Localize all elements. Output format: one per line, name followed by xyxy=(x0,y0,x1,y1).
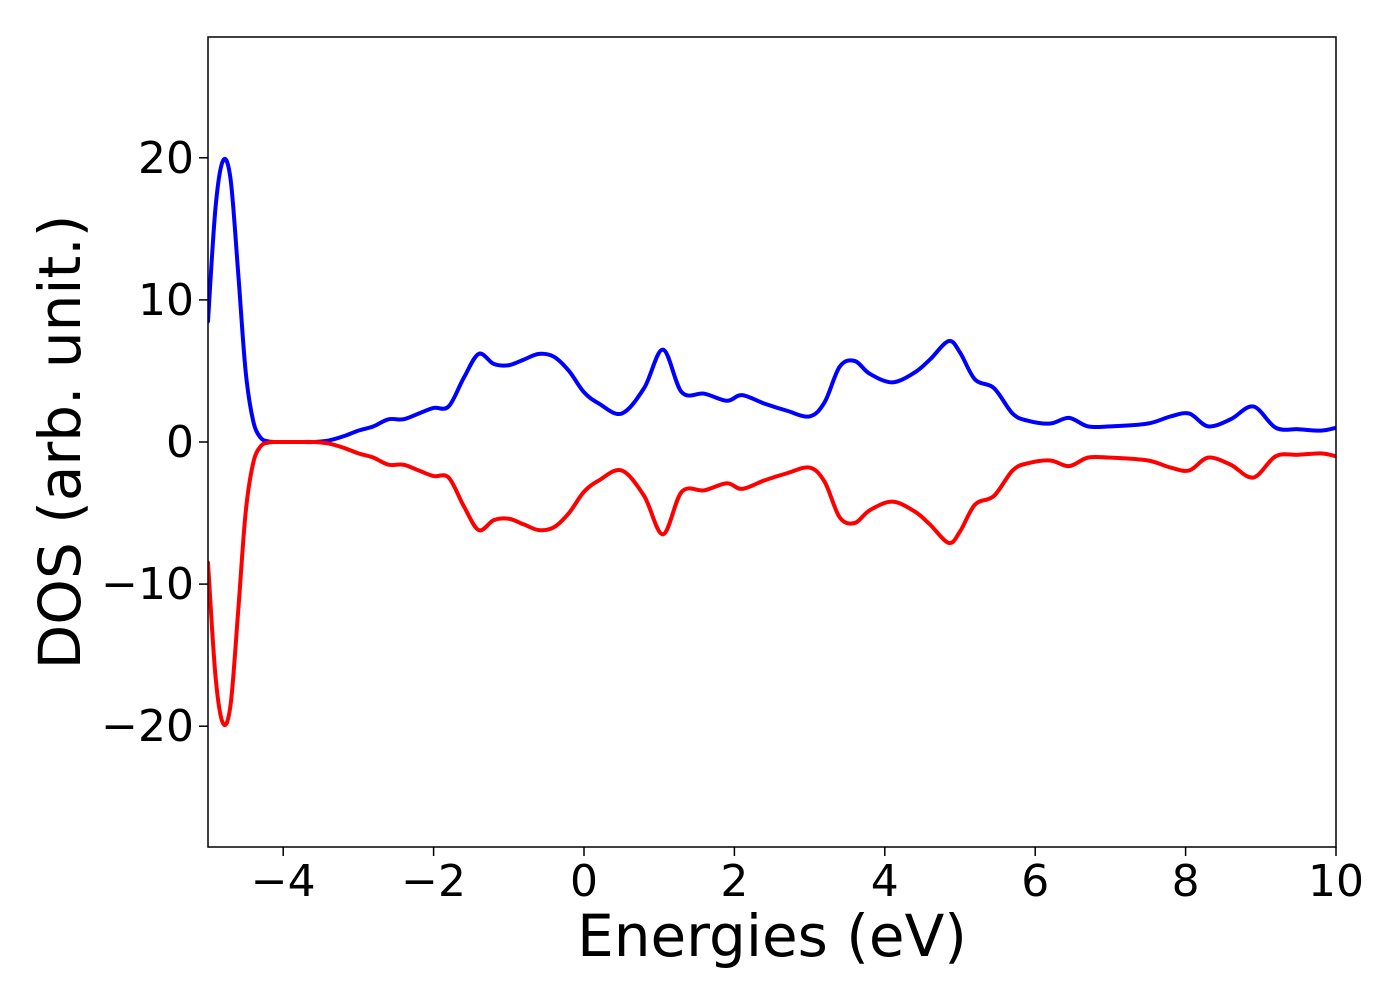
x-tick-label: −4 xyxy=(251,856,316,907)
x-tick-label: 10 xyxy=(1308,856,1364,907)
x-axis-label: Energies (eV) xyxy=(577,902,967,970)
series-line-blue xyxy=(208,156,1336,445)
y-axis: 20 10 0 −10 −20 xyxy=(101,133,208,752)
y-tick-label: 0 xyxy=(166,417,194,468)
y-tick-label: −20 xyxy=(101,701,194,752)
series-layer xyxy=(208,156,1336,728)
y-tick-label: 10 xyxy=(138,275,194,326)
x-tick-label: 8 xyxy=(1172,856,1200,907)
series-line-red xyxy=(208,439,1336,728)
x-tick-label: 4 xyxy=(871,856,899,907)
plot-frame xyxy=(207,36,1337,848)
x-axis: −4 −2 0 2 4 6 8 10 xyxy=(251,847,1364,907)
y-axis-label: DOS (arb. unit.) xyxy=(26,215,94,670)
x-tick-label: 6 xyxy=(1021,856,1049,907)
y-tick-label: 20 xyxy=(138,133,194,184)
x-tick-label: 2 xyxy=(720,856,748,907)
y-tick-label: −10 xyxy=(101,559,194,610)
x-tick-label: −2 xyxy=(401,856,466,907)
x-tick-label: 0 xyxy=(570,856,598,907)
